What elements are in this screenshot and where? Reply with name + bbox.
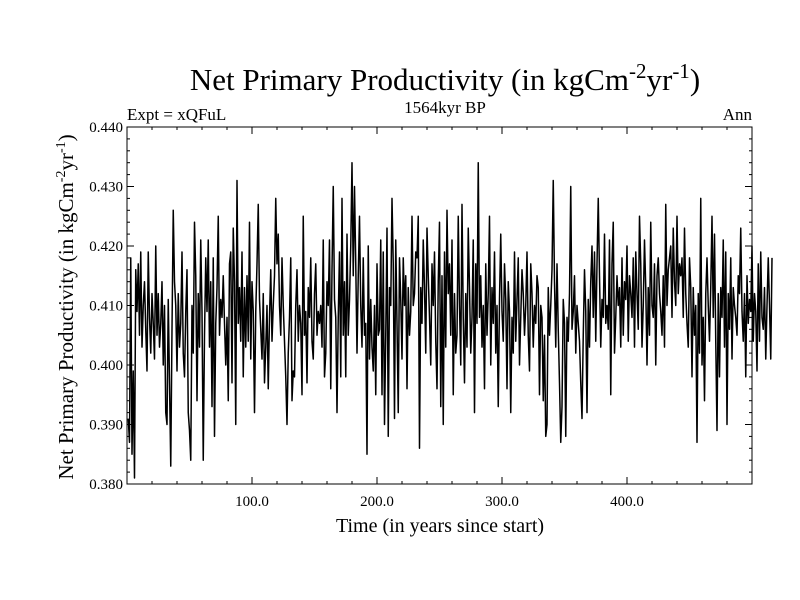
subtitle-period: 1564kyr BP: [404, 98, 486, 117]
x-tick-label: 300.0: [485, 494, 519, 510]
y-tick-label: 0.430: [89, 180, 123, 196]
axis-tick-labels: 0.380 0.390 0.400 0.410 0.420 0.430 0.440 100.0…: [89, 120, 644, 510]
x-tick-label: 100.0: [235, 494, 269, 510]
y-tick-label: 0.390: [89, 418, 123, 434]
x-tick-label: 200.0: [360, 494, 394, 510]
chart-title: Net Primary Productivity (in kgCm-2yr-1): [190, 59, 700, 97]
y-tick-label: 0.400: [89, 358, 123, 374]
x-axis-label: Time (in years since start): [336, 515, 544, 537]
subtitle-experiment: Expt = xQFuL: [127, 105, 226, 124]
y-tick-label: 0.380: [89, 477, 123, 493]
y-tick-label: 0.420: [89, 239, 123, 255]
x-tick-label: 400.0: [610, 494, 644, 510]
plot-frame: [126, 126, 753, 485]
series-line-ann: [127, 161, 773, 479]
y-axis-label: Net Primary Productivity (in kgCm-2yr-1): [54, 134, 78, 479]
subtitle-season: Ann: [723, 105, 753, 124]
y-tick-label: 0.410: [89, 299, 123, 315]
y-tick-label: 0.440: [89, 120, 123, 136]
